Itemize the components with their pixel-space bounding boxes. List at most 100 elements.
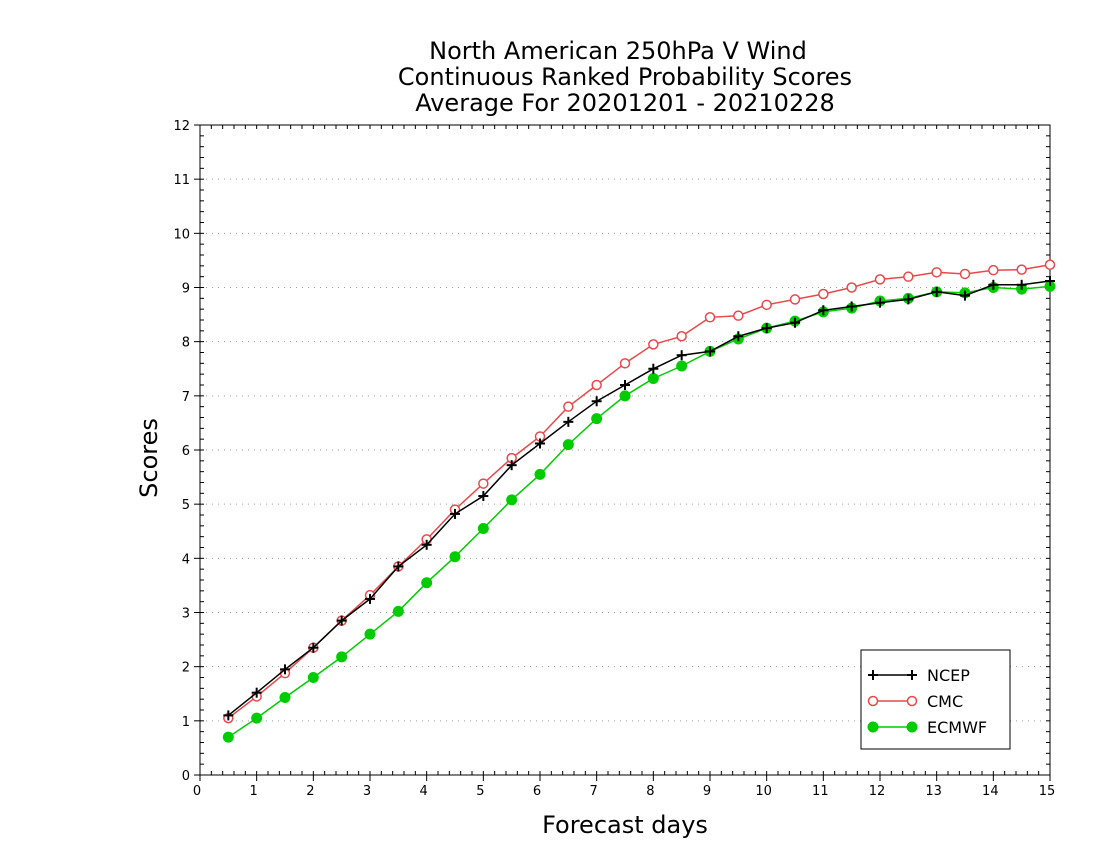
data-point-cmc-25 [931,267,942,278]
data-point-ecmwf-13 [591,413,603,425]
data-point-ncep-19 [761,323,772,334]
legend-item-cmc: CMC [867,692,963,711]
y-tick-label-9: 9 [182,282,190,297]
data-point-ncep-9 [478,491,489,502]
x-tick-label-3: 3 [363,784,371,799]
y-tick-label-1: 1 [182,715,190,730]
data-point-ncep-24 [903,294,914,305]
data-point-cmc-29 [1044,259,1056,270]
data-point-ncep-28 [1016,279,1027,290]
data-point-ecmwf-12 [562,439,574,451]
data-point-ncep-22 [846,301,857,312]
data-point-cmc-28 [1016,264,1027,275]
x-tick-label-0: 0 [193,784,201,799]
data-point-ncep-15 [648,363,659,374]
x-tick-label-12: 12 [869,784,886,799]
legend-marker-right-ecmwf [906,721,918,733]
data-point-ecmwf-4 [336,651,348,663]
data-point-cmc-20 [789,294,801,305]
x-tick-label-8: 8 [646,784,654,799]
legend-marker-left-ecmwf [867,721,879,733]
chart-title: North American 250hPa V Wind Continuous … [398,37,852,117]
data-point-cmc-9 [478,478,489,489]
data-point-ncep-3 [308,642,319,653]
data-point-ncep-7 [421,539,432,550]
data-point-ecmwf-14 [619,390,631,402]
data-point-cmc-13 [591,379,602,391]
y-tick-label-11: 11 [173,173,190,188]
legend-item-ecmwf: ECMWF [867,718,987,737]
legend-item-ncep: NCEP [868,666,970,685]
data-point-ecmwf-8 [449,551,461,563]
x-tick-label-11: 11 [812,784,829,799]
data-point-cmc-21 [818,288,829,300]
y-tick-label-2: 2 [182,661,190,676]
data-point-ecmwf-16 [676,360,688,372]
data-point-ncep-11 [535,438,545,449]
data-point-ncep-8 [450,508,460,519]
chart-title-line-1: North American 250hPa V Wind [429,37,807,65]
legend-marker-left-ncep [868,670,878,680]
legend-marker-left-cmc [867,695,879,707]
data-point-ecmwf-6 [392,605,404,617]
legend-marker-right-ncep [907,670,917,680]
x-tick-label-1: 1 [250,784,258,799]
legend-box [860,649,1011,750]
gridlines [200,178,1050,722]
data-point-ncep-25 [931,286,942,297]
x-tick-label-10: 10 [755,784,772,799]
x-tick-label-9: 9 [703,784,711,799]
x-tick-label-4: 4 [420,784,428,799]
y-tick-label-7: 7 [182,390,190,405]
x-tick-label-14: 14 [982,784,999,799]
y-tick-label-0: 0 [182,769,190,784]
data-point-ncep-16 [676,350,687,361]
x-tick-label-13: 13 [925,784,942,799]
data-point-ncep-17 [705,346,715,357]
data-point-ecmwf-3 [307,672,319,683]
y-tick-label-5: 5 [182,498,190,513]
data-point-ncep-0 [223,710,234,721]
x-tick-label-5: 5 [476,784,484,799]
data-point-ncep-4 [336,615,347,626]
x-tick-label-6: 6 [533,784,541,799]
legend: NCEP CMC ECMWF [860,649,1011,750]
data-point-cmc-12 [563,401,574,412]
data-point-cmc-26 [959,268,971,280]
data-point-ecmwf-9 [477,523,489,535]
data-point-ncep-20 [790,317,800,328]
data-point-cmc-18 [733,310,744,321]
data-point-ncep-29 [1045,276,1055,286]
data-point-ncep-2 [280,664,290,675]
y-tick-label-12: 12 [173,119,190,134]
data-point-ecmwf-2 [279,692,291,704]
data-point-ecmwf-1 [251,712,263,724]
data-point-ncep-21 [818,305,829,316]
data-point-ncep-12 [563,416,574,427]
data-point-ecmwf-5 [364,628,376,640]
series-layer [222,259,1056,743]
data-point-cmc-23 [874,274,886,285]
data-point-cmc-17 [704,312,716,323]
x-tick-label-2: 2 [306,784,314,799]
data-point-ncep-1 [251,687,262,698]
data-point-ecmwf-7 [421,577,433,589]
series-ncep [223,276,1055,721]
legend-label-ecmwf: ECMWF [927,718,987,737]
data-point-ncep-6 [393,561,404,572]
data-point-ecmwf-10 [506,494,518,506]
chart-title-line-2: Continuous Ranked Probability Scores [398,63,852,91]
chart-title-line-3: Average For 20201201 - 20210228 [415,89,835,117]
data-point-ncep-27 [988,279,999,290]
data-point-cmc-14 [619,358,631,369]
x-axis-label: Forecast days [542,811,708,839]
data-point-cmc-16 [676,331,687,342]
data-point-cmc-24 [903,271,914,282]
legend-marker-right-cmc [906,695,918,707]
y-axis-label: Scores [135,418,163,498]
data-point-ecmwf-15 [647,373,659,384]
data-point-ncep-14 [620,380,630,390]
y-tick-label-3: 3 [182,607,190,622]
